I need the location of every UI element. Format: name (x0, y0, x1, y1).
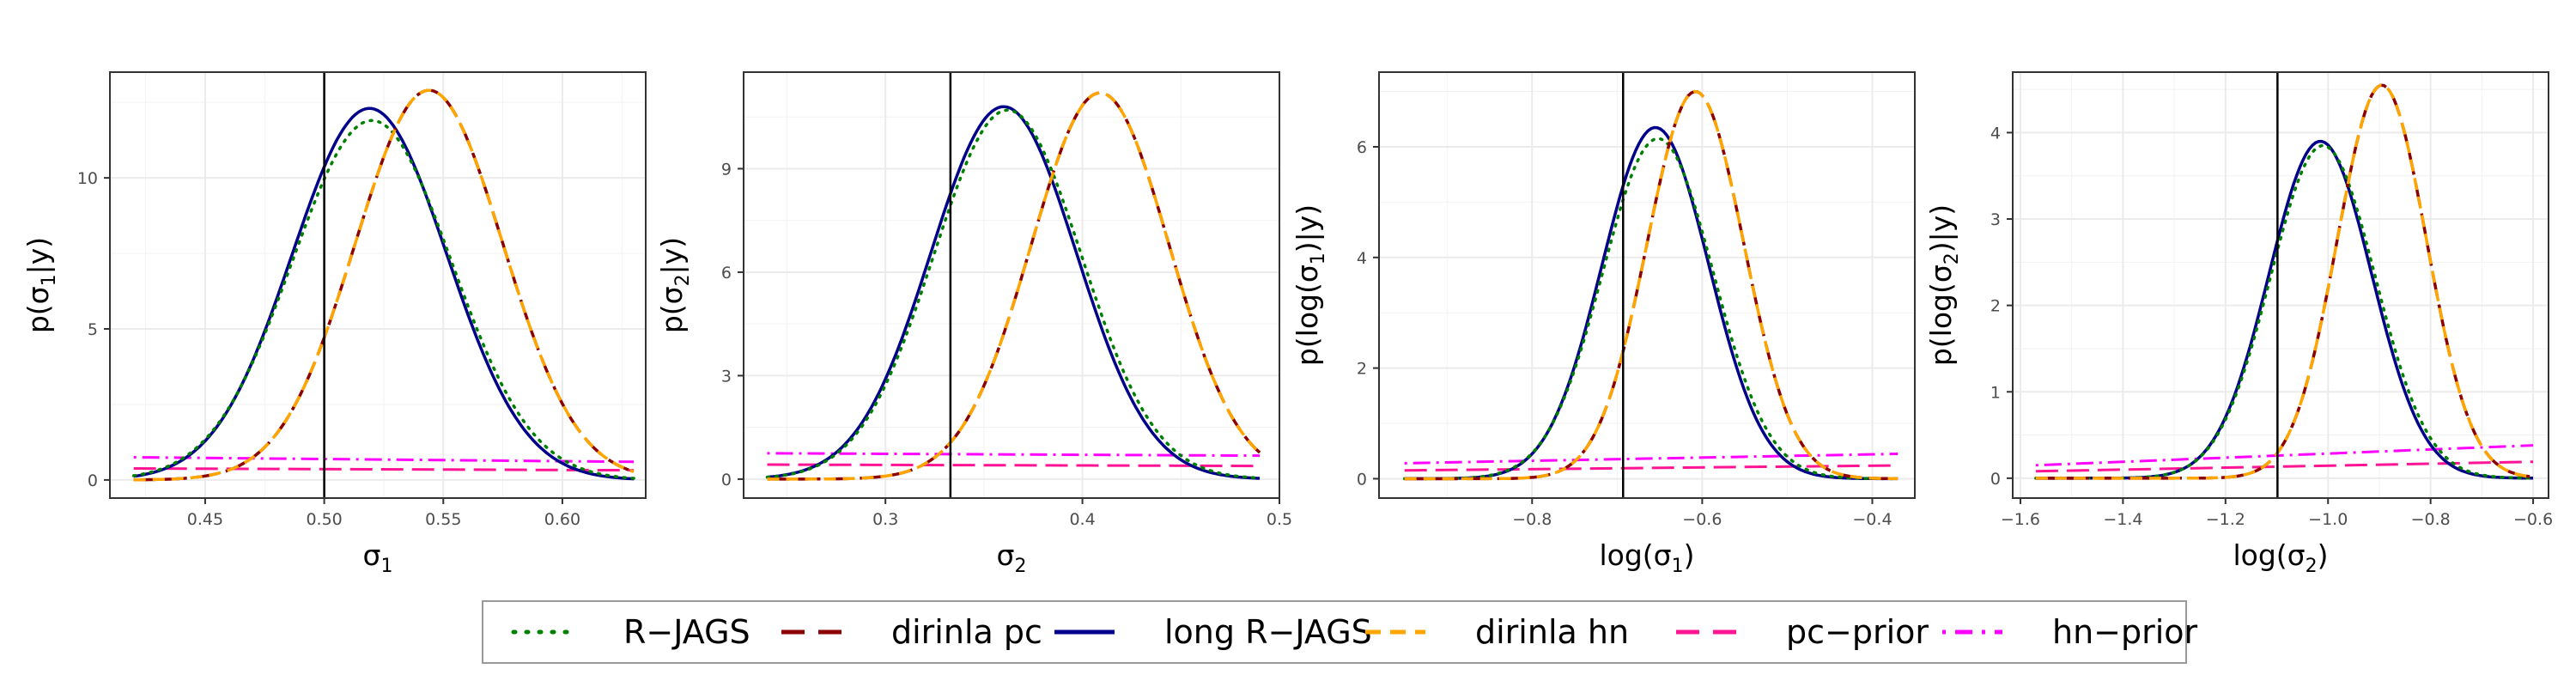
x-tick-label: 0.3 (872, 510, 898, 529)
x-tick-label: −0.8 (1512, 510, 1552, 529)
series-long-r-jags (2035, 139, 2534, 480)
panel-3: −0.8 −0.6 −0.4 0 2 4 6 log(σ1) p(log(σ1)|y) (1291, 71, 1916, 577)
panel-4: −1.6 −1.4 −1.2 −1.0 −0.8 −0.6 0 1 2 3 4 log(σ2) p(lo… (1924, 71, 2553, 577)
legend-label: pc−prior (1786, 613, 1929, 651)
x-tick-label: 0.4 (1069, 510, 1095, 529)
y-axis-title: p(log(σ1)|y) (1291, 204, 1329, 366)
panel-border (743, 71, 1280, 499)
legend-label: dirinla hn (1475, 613, 1629, 651)
y-tick-label: 0 (88, 471, 98, 490)
y-tick-label: 1 (1990, 383, 2001, 402)
x-axis-title: σ2 (997, 538, 1027, 577)
panel-border (1378, 71, 1916, 499)
legend-label: dirinla pc (891, 613, 1042, 651)
series-r-jags (1402, 137, 1899, 481)
legend-label: long R−JAGS (1164, 613, 1372, 651)
y-tick-label: 10 (77, 169, 98, 188)
y-axis-title: p(σ2|y) (655, 237, 694, 333)
legend-entry-dirinla-pc: dirinla pc (781, 613, 1042, 651)
y-tick-label: 2 (1357, 360, 1367, 379)
legend-entry-pc-prior: pc−prior (1676, 613, 1929, 651)
x-tick-label: −0.8 (2411, 510, 2451, 529)
series-dirinla-hn (2035, 83, 2534, 480)
y-tick-label: 6 (721, 264, 732, 283)
y-tick-label: 4 (1990, 124, 2001, 143)
y-tick-label: 0 (721, 471, 732, 489)
series-pc-prior (1404, 464, 1899, 472)
x-tick-label: 0.60 (544, 510, 580, 529)
x-tick-label: −1.6 (2001, 510, 2040, 529)
y-tick-label: 3 (721, 367, 732, 386)
series-long-r-jags (1404, 125, 1899, 481)
y-tick-label: 0 (1990, 470, 2001, 489)
y-tick-label: 2 (1990, 297, 2001, 316)
y-axis-title: p(log(σ2)|y) (1924, 204, 1963, 366)
y-tick-label: 9 (721, 160, 732, 179)
series-r-jags (765, 108, 1261, 480)
legend-label: R−JAGS (623, 613, 750, 651)
series-hn-prior (2035, 444, 2534, 467)
y-tick-label: 4 (1357, 249, 1367, 268)
x-tick-label: −0.4 (1852, 510, 1892, 529)
series-hn-prior (767, 452, 1261, 458)
plot-area (131, 72, 635, 498)
plot-area (765, 72, 1261, 498)
legend-entry-hn-prior: hn−prior (1942, 613, 2198, 651)
x-tick-label: −0.6 (1682, 510, 1722, 529)
series-long-r-jags (133, 106, 635, 481)
series-dirinla-hn (1404, 89, 1899, 481)
series-dirinla-pc (1404, 89, 1899, 481)
y-tick-label: 5 (88, 320, 98, 339)
x-tick-label: −0.6 (2513, 510, 2553, 529)
y-axis-title: p(σ1|y) (21, 237, 60, 333)
x-axis-title: σ1 (363, 538, 393, 577)
series-r-jags (2034, 143, 2535, 480)
legend-entry-dirinla-hn: dirinla hn (1365, 613, 1629, 651)
x-tick-label: 0.45 (187, 510, 223, 529)
panel-border (109, 71, 647, 499)
series-pc-prior (133, 467, 635, 472)
legend-label: hn−prior (2052, 613, 2198, 651)
panel-border (2012, 71, 2549, 499)
legend: R−JAGS dirinla pc long R−JAGS dirinla hn pc−… (482, 600, 2198, 664)
x-tick-label: 0.50 (306, 510, 342, 529)
series-dirinla-pc (2035, 83, 2534, 480)
series-dirinla-hn (133, 88, 635, 482)
panel-2: 0.3 0.4 0.5 0 3 6 9 σ2 p(σ2|y) (655, 71, 1292, 577)
series-hn-prior (133, 456, 635, 464)
x-tick-label: −1.4 (2103, 510, 2142, 529)
legend-entry-r-jags: R−JAGS (511, 613, 750, 651)
x-tick-label: 0.55 (425, 510, 461, 529)
x-tick-label: −1.0 (2308, 510, 2348, 529)
series-pc-prior (767, 463, 1261, 468)
legend-box (482, 600, 2187, 664)
series-hn-prior (1404, 453, 1899, 465)
x-tick-label: 0.5 (1267, 510, 1292, 529)
plot-area (2034, 72, 2535, 498)
x-tick-label: −1.2 (2206, 510, 2245, 529)
plot-area (1402, 72, 1899, 498)
x-axis-title: log(σ2) (2233, 538, 2329, 577)
series-long-r-jags (767, 105, 1261, 480)
y-tick-label: 6 (1357, 138, 1367, 157)
series-dirinla-pc (767, 91, 1261, 481)
legend-entry-long-r-jags: long R−JAGS (1054, 613, 1372, 651)
panel-1: 0.45 0.50 0.55 0.60 0 5 10 σ1 p(σ1|y) (21, 71, 647, 577)
series-dirinla-hn (767, 91, 1261, 481)
y-tick-label: 3 (1990, 210, 2001, 229)
y-tick-label: 0 (1357, 470, 1367, 489)
x-axis-title: log(σ1) (1600, 538, 1695, 577)
